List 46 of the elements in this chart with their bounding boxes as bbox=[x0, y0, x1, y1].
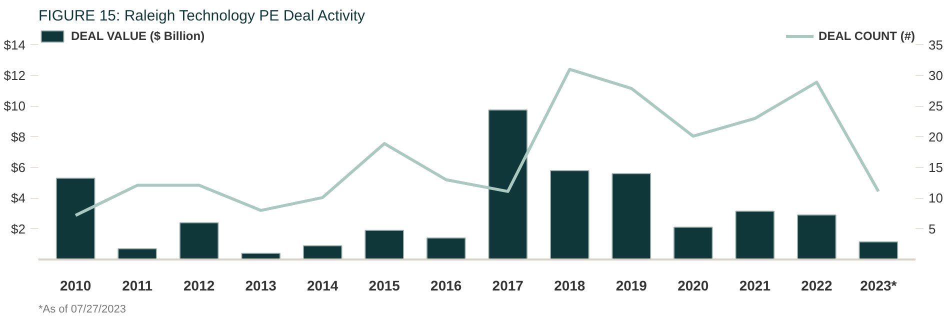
y-tick-label: $14 bbox=[4, 37, 26, 52]
line-series bbox=[74, 68, 880, 217]
y2-tick-label: 25 bbox=[928, 98, 943, 114]
bar bbox=[56, 178, 96, 260]
bar bbox=[797, 214, 836, 260]
y2-tick-label: 35 bbox=[928, 37, 943, 52]
bar bbox=[302, 245, 342, 260]
bar bbox=[179, 222, 219, 260]
y-tick-label: $2 bbox=[11, 221, 26, 236]
text: *As of 07/27/2023 bbox=[38, 304, 126, 316]
legend-label: DEAL COUNT (#) bbox=[818, 29, 915, 43]
bar bbox=[674, 226, 713, 260]
y2-tick-label: 30 bbox=[928, 68, 943, 83]
x-tick-label: 2018 bbox=[554, 278, 586, 294]
bar bbox=[488, 110, 528, 260]
x-tick-label: 2023* bbox=[860, 278, 898, 294]
y-tick-label: $6 bbox=[11, 160, 26, 175]
chart-title: FIGURE 15: Raleigh Technology PE Deal Activity bbox=[38, 8, 366, 24]
y-tick-label: $12 bbox=[4, 68, 26, 83]
legend-label: DEAL VALUE ($ Billion) bbox=[71, 29, 205, 43]
x-tick-label: 2014 bbox=[307, 278, 338, 294]
bar bbox=[612, 173, 652, 260]
bar bbox=[118, 248, 157, 260]
bar bbox=[426, 238, 466, 260]
x-tick-label: 2016 bbox=[430, 278, 462, 294]
x-tick-label: 2013 bbox=[245, 278, 277, 294]
x-tick-label: 2021 bbox=[739, 278, 771, 294]
y-tick-label: $4 bbox=[11, 190, 26, 206]
x-tick-label: 2019 bbox=[616, 278, 648, 294]
y2-tick-label: 5 bbox=[928, 221, 936, 236]
x-tick-label: 2010 bbox=[60, 278, 92, 294]
y2-tick-label: 20 bbox=[928, 129, 943, 144]
x-tick-label: 2017 bbox=[492, 278, 524, 294]
x-tick-label: 2015 bbox=[368, 278, 400, 294]
y2-tick-label: 15 bbox=[928, 160, 943, 175]
bar bbox=[364, 230, 404, 260]
x-tick-label: 2020 bbox=[678, 278, 709, 294]
y-tick-label: $8 bbox=[11, 129, 26, 144]
x-tick-label: 2011 bbox=[122, 278, 153, 294]
bar bbox=[858, 241, 898, 260]
x-tick-label: 2012 bbox=[184, 278, 215, 294]
y-tick-label: $10 bbox=[4, 98, 26, 114]
bar bbox=[735, 210, 775, 260]
bar bbox=[550, 170, 590, 260]
x-tick-label: 2022 bbox=[801, 278, 832, 294]
y2-tick-label: 10 bbox=[928, 190, 943, 206]
